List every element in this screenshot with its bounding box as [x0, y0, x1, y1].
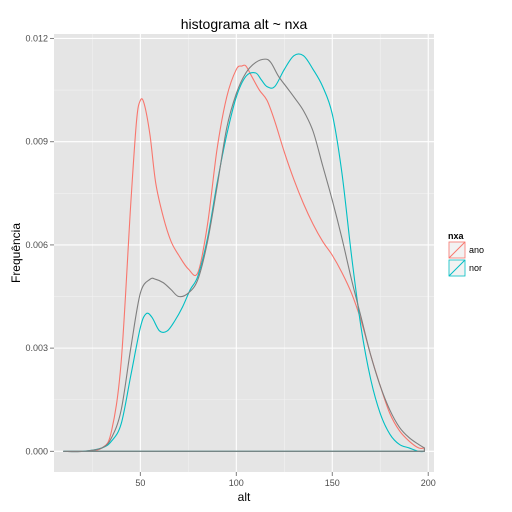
x-tick-label: 200: [421, 478, 436, 488]
legend-label-nor: nor: [469, 263, 482, 273]
y-tick-label: 0.009: [25, 137, 48, 147]
y-tick-label: 0.003: [25, 343, 48, 353]
series-ano-line: [63, 64, 425, 453]
x-tick-label: 150: [325, 478, 340, 488]
legend-label-ano: ano: [469, 245, 484, 255]
legend-key-border-nor: [448, 259, 466, 277]
y-axis-title: Frequência: [9, 223, 23, 283]
y-tick-label: 0.006: [25, 240, 48, 250]
y-axis-ticks: 0.000 0.003 0.006 0.009 0.012: [25, 33, 54, 456]
series-nor-line: [63, 53, 425, 453]
legend-key-line-nor: [448, 259, 466, 277]
x-tick-label: 100: [229, 478, 244, 488]
x-axis-title: alt: [238, 490, 251, 504]
series-total-line: [63, 58, 425, 453]
minor-gridlines: [54, 34, 434, 472]
major-gridlines: [54, 34, 434, 472]
chart-title: histograma alt ~ nxa: [181, 16, 308, 32]
y-tick-label: 0.012: [25, 33, 48, 43]
series-lines: [63, 53, 425, 453]
legend-key-line-ano: [448, 241, 466, 259]
x-axis-ticks: 50 100 150 200: [135, 472, 436, 488]
y-tick-label: 0.000: [25, 446, 48, 456]
plot-panel: [54, 34, 434, 472]
legend: nxa ano nor: [447, 231, 484, 278]
x-tick-label: 50: [135, 478, 145, 488]
legend-title: nxa: [448, 231, 465, 241]
legend-key-border-ano: [448, 241, 466, 259]
